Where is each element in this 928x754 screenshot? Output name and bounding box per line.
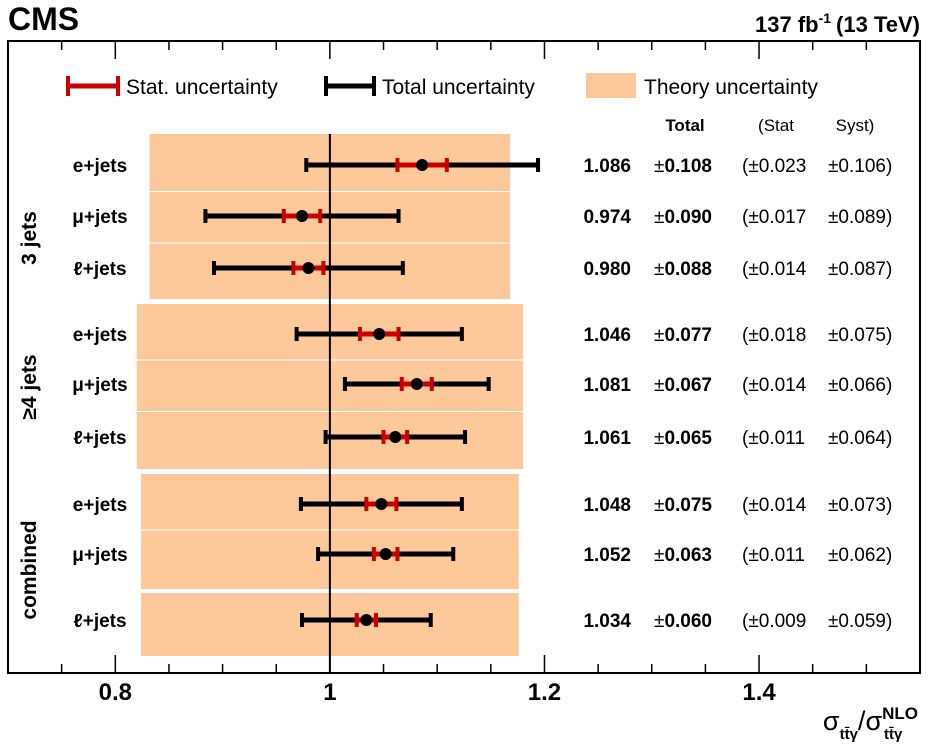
row-stat-uncertainty: (±0.011 bbox=[742, 428, 805, 449]
central-value-marker bbox=[295, 210, 308, 222]
column-header-total: Total bbox=[665, 116, 704, 135]
plot-frame bbox=[7, 40, 921, 674]
column-header-syst: Syst) bbox=[836, 116, 875, 135]
row-syst-uncertainty: ±0.087) bbox=[828, 259, 892, 280]
x-axis-ticks: 0.8 1 1.2 1.4 bbox=[60, 41, 868, 706]
row-value: 0.980 bbox=[583, 259, 631, 280]
row-label: μ+jets bbox=[72, 375, 127, 396]
row-stat-uncertainty: (±0.014 bbox=[742, 375, 807, 396]
central-value-marker bbox=[373, 328, 386, 340]
row-syst-uncertainty: ±0.106) bbox=[828, 156, 892, 177]
experiment-label: CMS bbox=[8, 1, 79, 37]
value-table: 1.086 ±0.108 (±0.023 ±0.106) 0.974 ±0.090 (±0.… bbox=[583, 156, 892, 632]
x-axis-title: σtt̄γ/σNLO tt̄γ bbox=[823, 704, 918, 743]
row-total-uncertainty: ±0.075 bbox=[654, 495, 712, 516]
x-tick-label: 1 bbox=[323, 679, 336, 706]
row-stat-uncertainty: (±0.017 bbox=[742, 207, 806, 228]
central-value-marker bbox=[379, 548, 392, 560]
row-label: e+jets bbox=[73, 495, 127, 516]
row-value: 1.046 bbox=[583, 325, 631, 346]
group-label: ≥4 jets bbox=[18, 354, 41, 419]
row-value: 1.034 bbox=[583, 611, 631, 632]
row-value: 0.974 bbox=[583, 207, 631, 228]
row-total-uncertainty: ±0.065 bbox=[654, 428, 712, 449]
row-value: 1.061 bbox=[583, 428, 631, 449]
row-label: e+jets bbox=[73, 325, 127, 346]
legend-stat-label: Stat. uncertainty bbox=[126, 76, 278, 99]
x-tick-label: 1.2 bbox=[528, 679, 561, 706]
row-value: 1.081 bbox=[583, 375, 631, 396]
x-tick-label: 1.4 bbox=[742, 679, 776, 706]
row-syst-uncertainty: ±0.064) bbox=[828, 428, 892, 449]
group-label: combined bbox=[18, 520, 41, 619]
legend-total-label: Total uncertainty bbox=[382, 76, 535, 99]
column-header-stat: (Stat bbox=[758, 116, 794, 135]
row-label: e+jets bbox=[73, 156, 127, 177]
row-total-uncertainty: ±0.108 bbox=[654, 156, 712, 177]
row-stat-uncertainty: (±0.018 bbox=[742, 325, 806, 346]
row-stat-uncertainty: (±0.014 bbox=[742, 495, 807, 516]
row-total-uncertainty: ±0.067 bbox=[654, 375, 712, 396]
central-value-marker bbox=[389, 431, 402, 443]
row-syst-uncertainty: ±0.073) bbox=[828, 495, 892, 516]
legend-theory-swatch bbox=[586, 73, 636, 98]
error-bars bbox=[203, 158, 541, 627]
central-value-marker bbox=[410, 378, 423, 390]
row-label: μ+jets bbox=[72, 207, 127, 228]
row-label: ℓ+jets bbox=[73, 259, 126, 280]
row-syst-uncertainty: ±0.066) bbox=[828, 375, 892, 396]
row-syst-uncertainty: ±0.075) bbox=[828, 325, 892, 346]
legend-stat-marker bbox=[66, 76, 120, 96]
legend: Stat. uncertainty Total uncertainty Theo… bbox=[66, 73, 818, 99]
legend-theory-label: Theory uncertainty bbox=[644, 76, 818, 99]
row-syst-uncertainty: ±0.062) bbox=[828, 545, 892, 566]
group-label: 3 jets bbox=[18, 211, 41, 265]
central-value-marker bbox=[375, 498, 388, 510]
row-label: ℓ+jets bbox=[73, 611, 126, 632]
row-value: 1.052 bbox=[583, 545, 631, 566]
row-syst-uncertainty: ±0.089) bbox=[828, 207, 892, 228]
row-label: μ+jets bbox=[72, 545, 127, 566]
row-total-uncertainty: ±0.060 bbox=[654, 611, 712, 632]
central-value-marker bbox=[302, 262, 315, 274]
row-value: 1.048 bbox=[583, 495, 631, 516]
measurement-rows: e+jets μ+jets ℓ+jets e+jets μ+jets ℓ+jets e+je… bbox=[72, 156, 127, 632]
row-stat-uncertainty: (±0.009 bbox=[742, 611, 806, 632]
row-label: ℓ+jets bbox=[73, 428, 126, 449]
group-labels: 3 jets ≥4 jets combined bbox=[18, 211, 41, 619]
row-value: 1.086 bbox=[583, 156, 631, 177]
central-value-marker bbox=[360, 614, 373, 626]
legend-total-marker bbox=[324, 76, 376, 96]
row-total-uncertainty: ±0.090 bbox=[654, 207, 712, 228]
row-syst-uncertainty: ±0.059) bbox=[828, 611, 892, 632]
row-stat-uncertainty: (±0.011 bbox=[742, 545, 805, 566]
row-total-uncertainty: ±0.063 bbox=[654, 545, 712, 566]
central-value-marker bbox=[416, 159, 429, 171]
row-total-uncertainty: ±0.088 bbox=[654, 259, 712, 280]
row-stat-uncertainty: (±0.014 bbox=[742, 259, 807, 280]
luminosity-label: 137 fb-1 (13 TeV) bbox=[755, 10, 920, 37]
x-tick-label: 0.8 bbox=[99, 679, 132, 706]
row-stat-uncertainty: (±0.023 bbox=[742, 156, 806, 177]
row-total-uncertainty: ±0.077 bbox=[654, 325, 712, 346]
